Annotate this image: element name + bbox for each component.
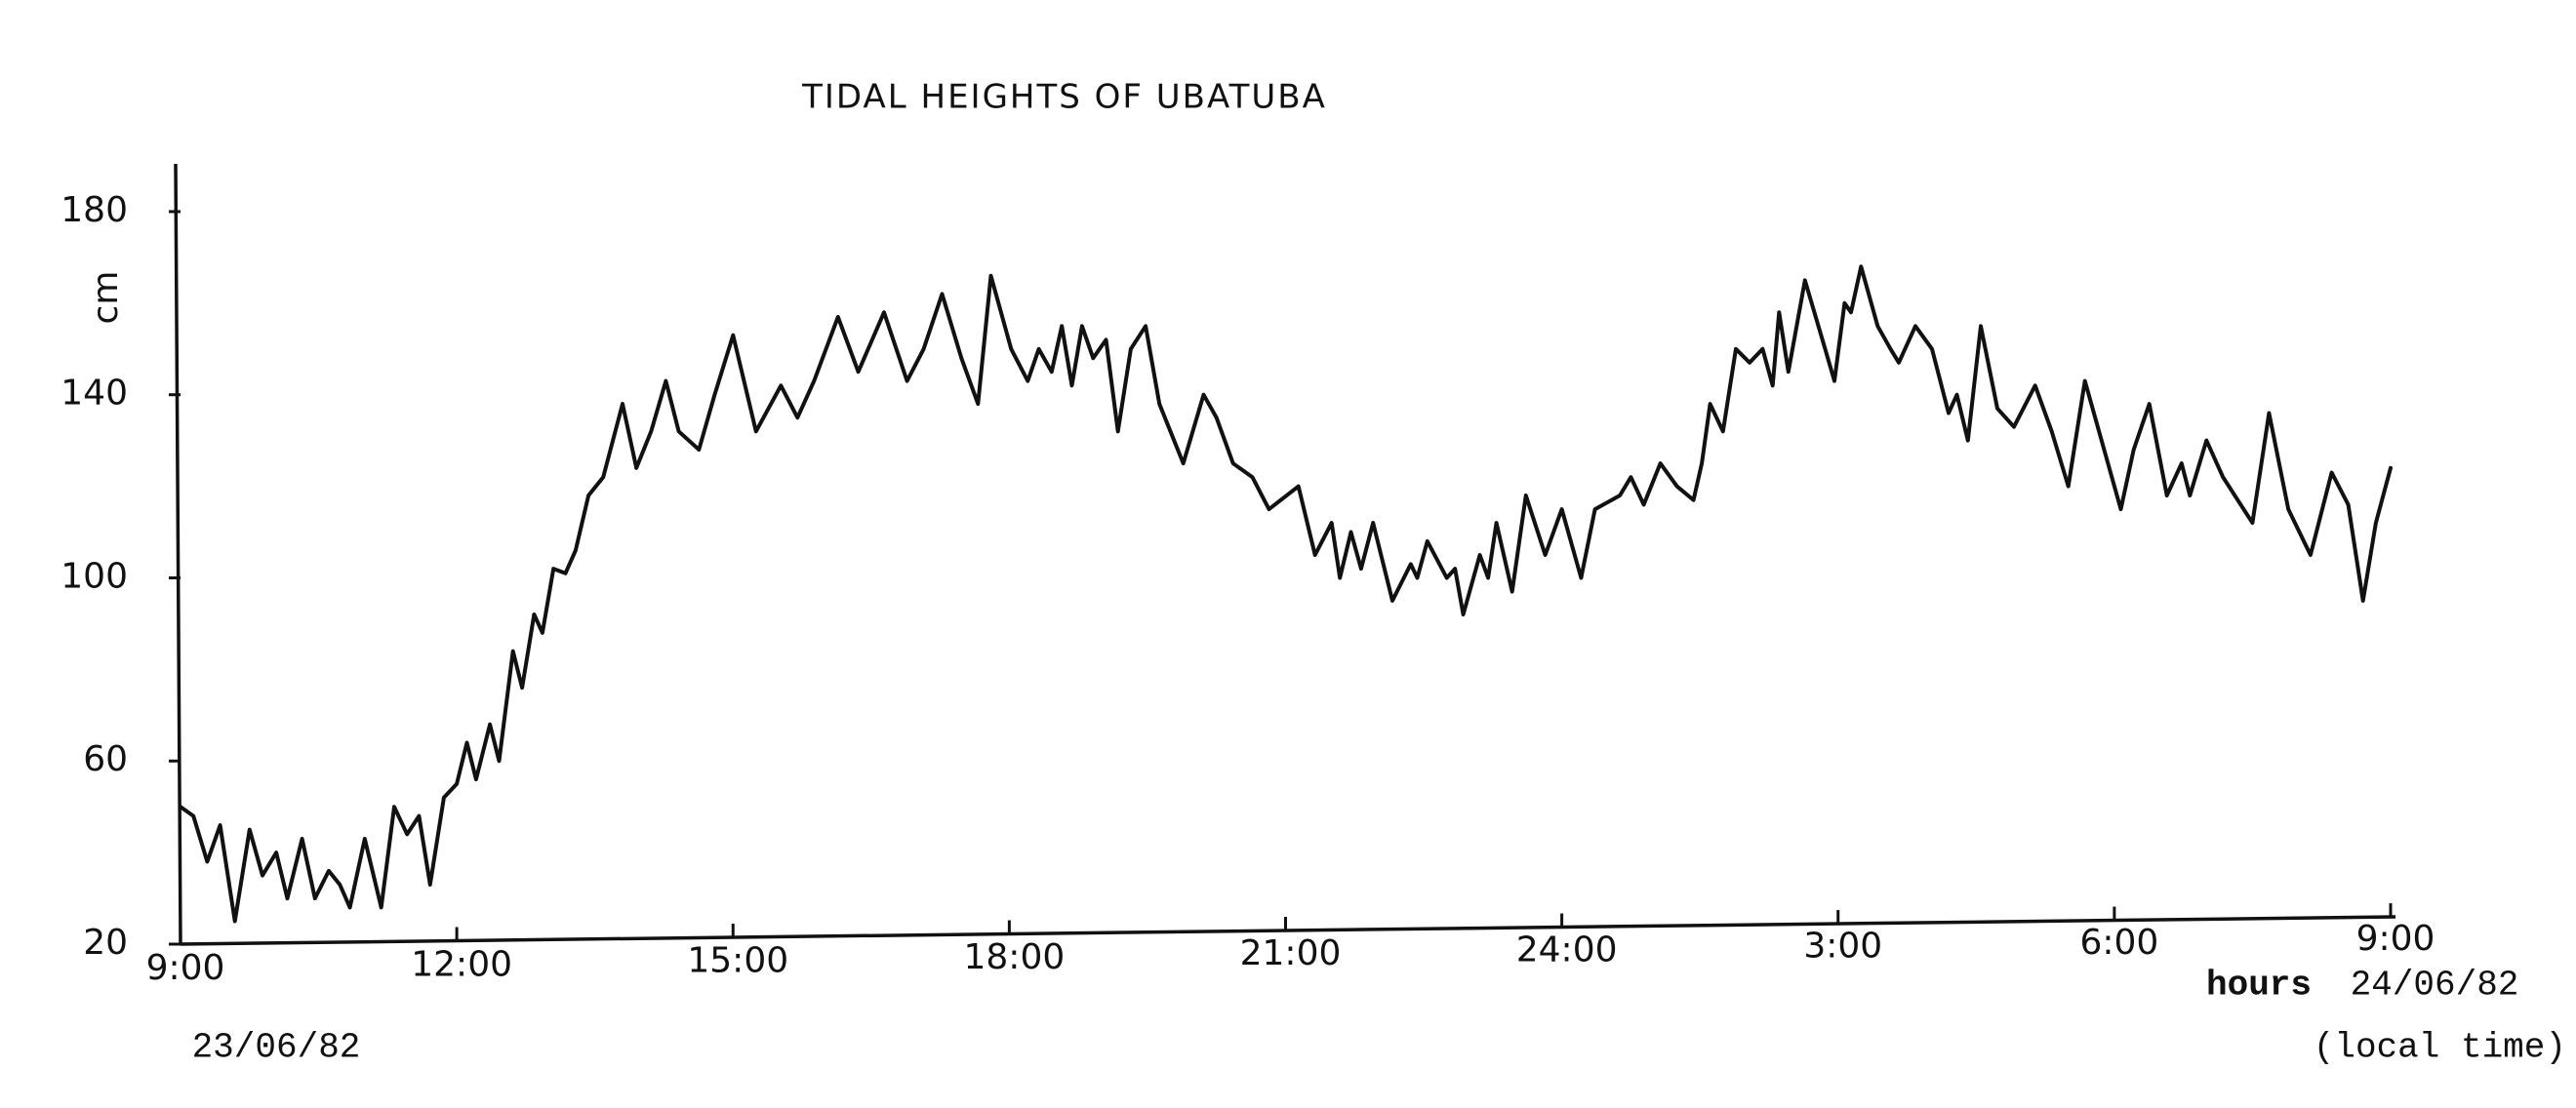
x-tick-label: 18:00 bbox=[964, 937, 1066, 977]
y-tick-label: 20 bbox=[83, 923, 128, 963]
tide-line bbox=[179, 264, 2393, 924]
y-axis bbox=[174, 163, 182, 945]
x-tick-label: 15:00 bbox=[687, 941, 788, 981]
x-tick-label: 21:00 bbox=[1240, 933, 1342, 973]
chart-title: TIDAL HEIGHTS OF UBATUBA bbox=[801, 78, 1327, 117]
y-tick-label: 180 bbox=[60, 190, 128, 230]
x-axis-label: hours bbox=[2206, 966, 2312, 1006]
y-tick-label: 60 bbox=[83, 739, 128, 779]
x-tick-label: 6:00 bbox=[2079, 923, 2158, 963]
end-date: 24/06/82 bbox=[2351, 966, 2519, 1006]
x-tick-label: 3:00 bbox=[1803, 927, 1882, 967]
x-axis bbox=[180, 915, 2396, 946]
x-tick-label: 24:00 bbox=[1516, 930, 1618, 970]
x-tick-label: 9:00 bbox=[146, 948, 225, 988]
start-date: 23/06/82 bbox=[192, 1028, 361, 1068]
y-tick-label: 100 bbox=[60, 556, 128, 596]
x-note: (local time) bbox=[2314, 1028, 2566, 1068]
y-tick-label: 140 bbox=[60, 374, 128, 414]
x-tick-label: 12:00 bbox=[411, 944, 512, 984]
x-tick-label: 9:00 bbox=[2356, 919, 2435, 959]
y-axis-label: cm bbox=[86, 271, 126, 325]
